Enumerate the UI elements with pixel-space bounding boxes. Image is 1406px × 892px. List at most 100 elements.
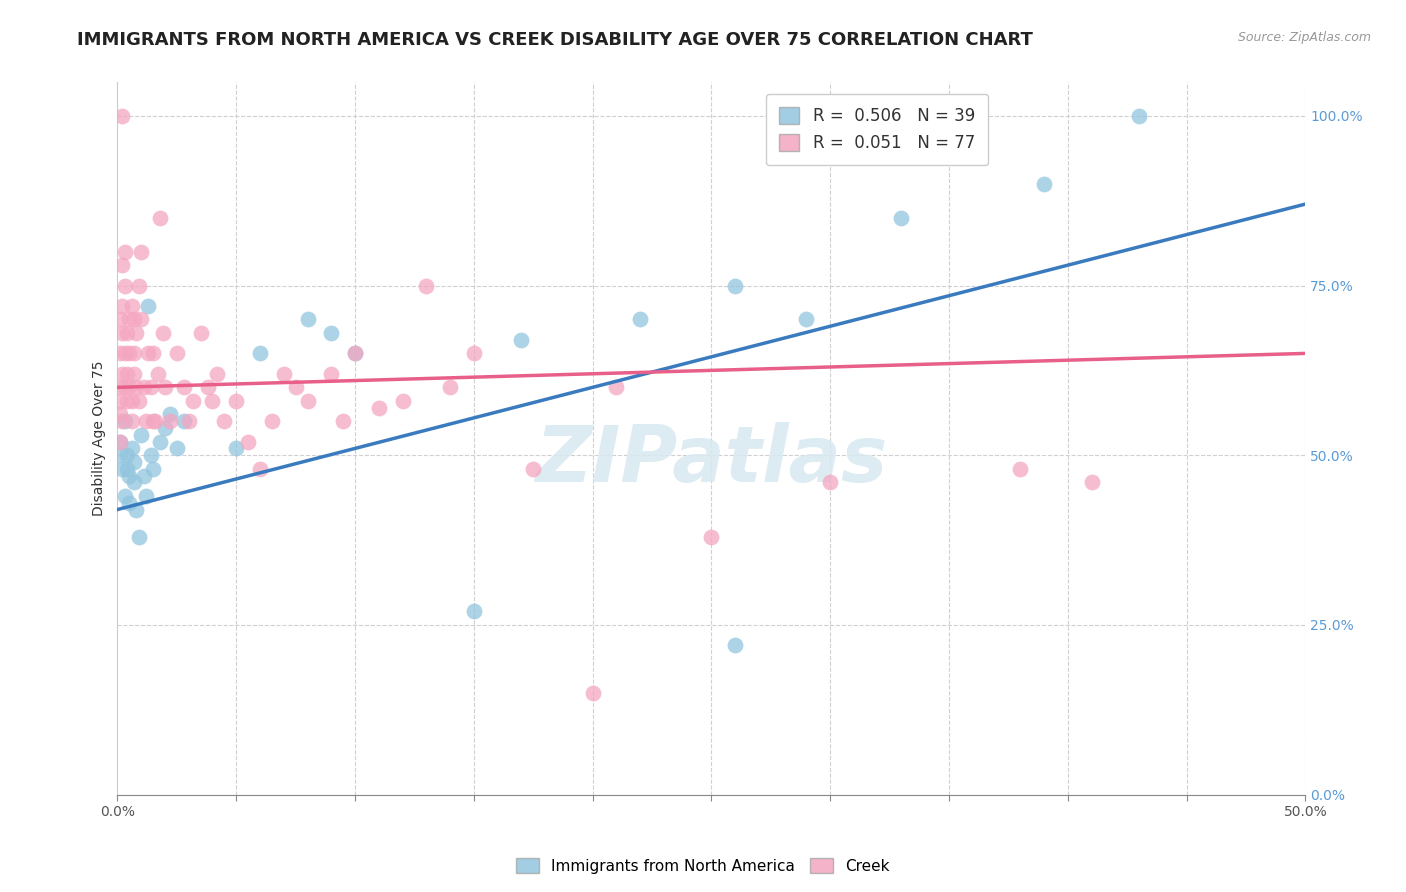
Point bbox=[153, 421, 176, 435]
Point bbox=[249, 346, 271, 360]
Point bbox=[236, 434, 259, 449]
Point bbox=[132, 468, 155, 483]
Point bbox=[367, 401, 389, 415]
Point bbox=[115, 367, 138, 381]
Point bbox=[153, 380, 176, 394]
Point bbox=[125, 502, 148, 516]
Point bbox=[260, 414, 283, 428]
Point bbox=[115, 393, 138, 408]
Point bbox=[108, 380, 131, 394]
Point bbox=[118, 346, 141, 360]
Point bbox=[108, 346, 131, 360]
Point bbox=[108, 448, 131, 462]
Point bbox=[118, 468, 141, 483]
Point bbox=[818, 475, 841, 490]
Point bbox=[111, 258, 134, 272]
Point bbox=[115, 448, 138, 462]
Point bbox=[159, 408, 181, 422]
Point bbox=[190, 326, 212, 340]
Point bbox=[344, 346, 367, 360]
Point bbox=[111, 299, 134, 313]
Point bbox=[129, 312, 152, 326]
Point bbox=[128, 393, 150, 408]
Point bbox=[114, 244, 136, 259]
Legend: Immigrants from North America, Creek: Immigrants from North America, Creek bbox=[510, 852, 896, 880]
Y-axis label: Disability Age Over 75: Disability Age Over 75 bbox=[93, 360, 107, 516]
Point bbox=[1010, 462, 1032, 476]
Point bbox=[415, 278, 437, 293]
Point bbox=[439, 380, 461, 394]
Point bbox=[207, 367, 229, 381]
Point bbox=[332, 414, 354, 428]
Point bbox=[114, 346, 136, 360]
Point bbox=[510, 333, 533, 347]
Point bbox=[111, 326, 134, 340]
Point bbox=[115, 462, 138, 476]
Point bbox=[152, 326, 174, 340]
Point bbox=[121, 393, 143, 408]
Point bbox=[136, 346, 159, 360]
Point bbox=[135, 414, 157, 428]
Point bbox=[321, 326, 343, 340]
Point bbox=[724, 278, 747, 293]
Point bbox=[125, 326, 148, 340]
Point bbox=[139, 380, 162, 394]
Point bbox=[108, 434, 131, 449]
Point bbox=[391, 393, 413, 408]
Point bbox=[173, 380, 195, 394]
Point bbox=[122, 312, 145, 326]
Point bbox=[890, 211, 912, 225]
Point bbox=[1033, 177, 1056, 191]
Point bbox=[111, 367, 134, 381]
Point bbox=[122, 367, 145, 381]
Point bbox=[121, 442, 143, 456]
Text: ZIPatlas: ZIPatlas bbox=[536, 422, 887, 498]
Point bbox=[108, 434, 131, 449]
Point bbox=[111, 414, 134, 428]
Point bbox=[581, 686, 603, 700]
Point bbox=[108, 408, 131, 422]
Point bbox=[249, 462, 271, 476]
Point bbox=[1080, 475, 1102, 490]
Point bbox=[197, 380, 219, 394]
Point bbox=[522, 462, 544, 476]
Point bbox=[700, 530, 723, 544]
Point bbox=[297, 312, 319, 326]
Point bbox=[125, 380, 148, 394]
Point bbox=[183, 393, 205, 408]
Point bbox=[273, 367, 295, 381]
Point bbox=[139, 448, 162, 462]
Point bbox=[114, 278, 136, 293]
Point bbox=[146, 367, 169, 381]
Point bbox=[605, 380, 627, 394]
Point bbox=[122, 475, 145, 490]
Point bbox=[114, 414, 136, 428]
Point bbox=[142, 462, 165, 476]
Point bbox=[118, 496, 141, 510]
Point bbox=[149, 211, 172, 225]
Point bbox=[111, 109, 134, 123]
Point bbox=[297, 393, 319, 408]
Point bbox=[118, 312, 141, 326]
Point bbox=[121, 299, 143, 313]
Point bbox=[225, 442, 247, 456]
Point bbox=[225, 393, 247, 408]
Point bbox=[159, 414, 181, 428]
Point bbox=[321, 367, 343, 381]
Point bbox=[122, 346, 145, 360]
Point bbox=[149, 434, 172, 449]
Point bbox=[114, 380, 136, 394]
Point bbox=[463, 346, 485, 360]
Point bbox=[142, 346, 165, 360]
Text: IMMIGRANTS FROM NORTH AMERICA VS CREEK DISABILITY AGE OVER 75 CORRELATION CHART: IMMIGRANTS FROM NORTH AMERICA VS CREEK D… bbox=[77, 31, 1033, 49]
Point bbox=[111, 462, 134, 476]
Point bbox=[121, 414, 143, 428]
Point bbox=[177, 414, 200, 428]
Point bbox=[142, 414, 165, 428]
Point bbox=[463, 604, 485, 618]
Point bbox=[129, 428, 152, 442]
Point bbox=[1128, 109, 1150, 123]
Point bbox=[114, 489, 136, 503]
Text: Source: ZipAtlas.com: Source: ZipAtlas.com bbox=[1237, 31, 1371, 45]
Point bbox=[135, 489, 157, 503]
